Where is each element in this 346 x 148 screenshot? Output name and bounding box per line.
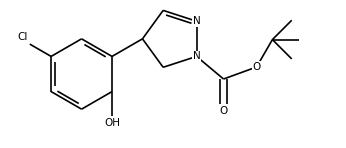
Text: OH: OH (104, 118, 120, 128)
Text: Cl: Cl (18, 32, 28, 42)
Text: N: N (193, 51, 200, 61)
Text: O: O (253, 62, 261, 72)
Text: N: N (193, 16, 200, 26)
Text: O: O (219, 106, 228, 116)
